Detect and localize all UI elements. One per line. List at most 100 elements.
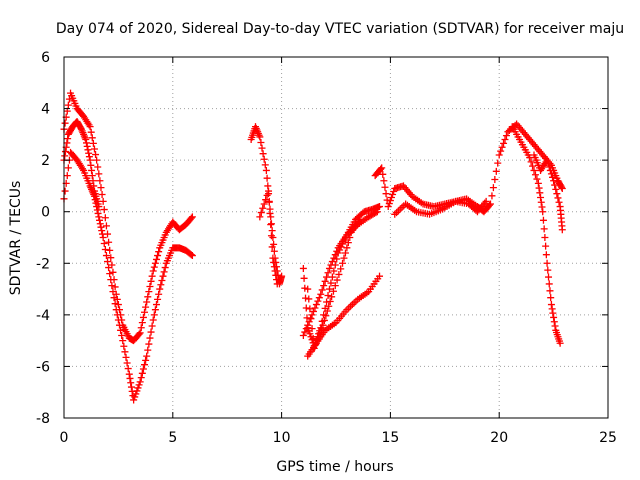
data-point-fill (135, 381, 143, 389)
data-point-fill (87, 128, 95, 136)
data-point-fill (324, 269, 332, 277)
data-point (95, 203, 103, 211)
x-tick-label: 0 (60, 430, 69, 446)
data-point-fill (141, 361, 149, 369)
data-point-fill (266, 209, 274, 217)
data-point-fill (137, 324, 145, 332)
data-point-fill (269, 234, 277, 241)
data-point-fill (138, 319, 146, 327)
data-point-fill (151, 259, 159, 267)
data-point-fill (97, 184, 105, 192)
data-point-fill (148, 272, 156, 280)
data-point-fill (553, 190, 561, 198)
data-point-fill (151, 306, 159, 314)
data-point-fill (545, 273, 553, 281)
data-point-fill (546, 287, 554, 295)
data-point-fill (264, 182, 272, 190)
data-point-fill (549, 309, 557, 317)
data-point-fill (61, 148, 69, 156)
data-point-fill (551, 181, 559, 189)
data-point-fill (331, 251, 339, 259)
data-point-fill (268, 227, 276, 235)
data-point-fill (321, 277, 329, 285)
data-point-fill (107, 276, 115, 284)
series-s7 (299, 208, 381, 339)
data-point-fill (302, 304, 310, 312)
data-point (543, 156, 551, 164)
series-s9 (304, 215, 364, 352)
data-point-fill (107, 254, 115, 262)
data-point-fill (547, 294, 555, 302)
chart-title: Day 074 of 2020, Sidereal Day-to-day VTE… (56, 21, 624, 37)
data-point-fill (157, 281, 165, 289)
data-point-fill (115, 321, 123, 329)
data-point-fill (324, 292, 332, 300)
x-axis-label: GPS time / hours (276, 459, 393, 475)
data-point-fill (536, 189, 544, 197)
data-point-fill (263, 191, 271, 199)
data-point-fill (267, 232, 275, 240)
data-point-fill (313, 337, 321, 345)
data-point-fill (389, 191, 397, 199)
data-point (188, 213, 196, 221)
data-point-fill (88, 134, 96, 142)
data-point (136, 378, 144, 386)
data-point (328, 293, 336, 301)
data-point (125, 370, 133, 378)
data-point (143, 298, 151, 306)
series-s13 (530, 151, 566, 234)
data-point-fill (89, 177, 97, 185)
data-point-fill (141, 308, 149, 316)
data-point-fill (317, 325, 325, 333)
data-point-fill (261, 161, 269, 169)
data-point-fill (114, 301, 122, 309)
data-point-fill (270, 263, 278, 271)
data-point (547, 301, 555, 309)
data-point-fill (142, 356, 150, 364)
data-point (149, 267, 157, 275)
data-point-fill (326, 298, 334, 306)
data-point-fill (108, 282, 116, 290)
data-point-fill (77, 124, 85, 132)
data-point (86, 156, 94, 164)
data-point-fill (498, 143, 506, 151)
data-point-fill (94, 163, 102, 171)
data-point (267, 213, 275, 221)
data-point-fill (547, 170, 555, 178)
data-point-fill (131, 393, 139, 401)
data-point (93, 156, 101, 164)
data-point-fill (61, 119, 69, 127)
data-point (558, 226, 566, 234)
data-point-fill (113, 311, 121, 319)
data-point-fill (386, 197, 394, 205)
data-point (325, 285, 333, 293)
data-point-fill (154, 252, 162, 260)
data-point-fill (537, 198, 545, 206)
data-point (136, 329, 144, 337)
data-point-fill (527, 158, 535, 166)
data-point-fill (94, 209, 102, 217)
data-point-fill (535, 184, 543, 192)
data-point (130, 396, 138, 404)
data-point (495, 151, 503, 159)
data-point-fill (542, 242, 550, 250)
y-tick-label: -6 (36, 359, 50, 375)
data-point-fill (346, 234, 354, 241)
data-point-fill (148, 322, 156, 330)
data-point-fill (90, 145, 98, 153)
data-point-fill (548, 305, 556, 313)
data-point (149, 316, 157, 324)
data-point-fill (89, 139, 97, 147)
data-point-fill (271, 267, 279, 275)
data-point-fill (302, 294, 310, 302)
data-point-fill (155, 248, 163, 256)
data-point (376, 272, 384, 280)
data-point-fill (558, 183, 566, 191)
data-point-fill (155, 290, 163, 298)
data-point-fill (265, 198, 273, 206)
data-point-fill (546, 166, 554, 174)
y-tick-label: -4 (36, 308, 50, 324)
data-point-fill (497, 147, 505, 155)
data-point (304, 285, 312, 293)
data-point (256, 213, 264, 221)
